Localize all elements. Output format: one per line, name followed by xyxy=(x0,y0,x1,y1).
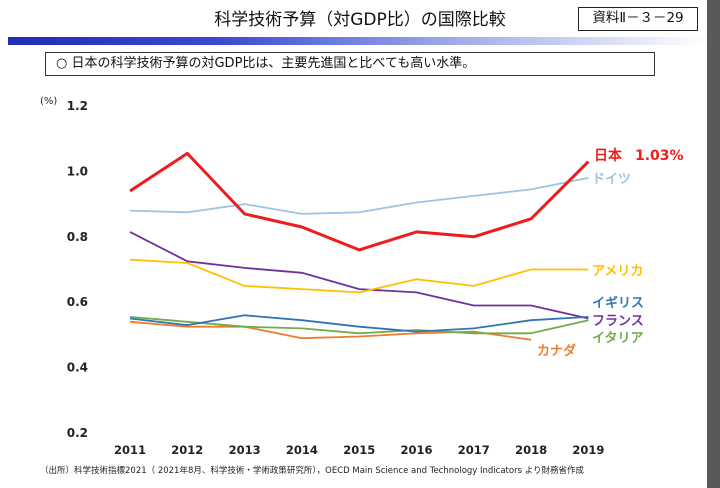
source-note: （出所）科学技術指標2021（ 2021年8月、科学技術・学術政策研究所），OE… xyxy=(40,466,585,476)
y-tick-label: 0.8 xyxy=(67,230,88,244)
series-line-4 xyxy=(129,231,589,320)
series-line-5 xyxy=(129,316,589,335)
x-tick-label: 2018 xyxy=(515,443,547,457)
series-lines xyxy=(129,151,590,341)
series-label: イギリス xyxy=(592,295,644,311)
page-title: 科学技術予算（対GDP比）の国際比較 xyxy=(214,10,506,30)
series-label: 日本 xyxy=(594,147,623,164)
series-label: イタリア xyxy=(592,331,643,346)
y-tick-label: 1.2 xyxy=(67,99,88,113)
series-line-2 xyxy=(129,258,589,294)
y-axis-ticks: 0.2 0.4 0.6 0.8 1.0 1.2 xyxy=(67,99,88,440)
x-axis-ticks: 2011 2012 2013 2014 2015 2016 2017 2018 2019 xyxy=(114,443,604,457)
y-tick-label: 0.2 xyxy=(67,426,88,440)
x-tick-label: 2017 xyxy=(458,443,490,457)
title-underline xyxy=(8,37,707,45)
series-line-3 xyxy=(129,314,589,333)
line-chart: (%) 0.20.40.60.81.01.2 2011 2012 2013 2014 2… xyxy=(40,96,684,457)
summary-text: 日本の科学技術予算の対GDP比は、主要先進国と比べても高い水準。 xyxy=(71,56,476,71)
y-tick-label: 0.4 xyxy=(67,361,88,375)
y-tick-label: 1.0 xyxy=(67,164,88,178)
series-label: フランス xyxy=(592,314,644,329)
x-tick-label: 2013 xyxy=(229,443,261,457)
x-tick-label: 2015 xyxy=(343,443,375,457)
japan-value-label: 1.03% xyxy=(635,148,684,164)
series-label: ドイツ xyxy=(592,172,631,187)
x-tick-label: 2011 xyxy=(114,443,146,457)
summary-box: ○ 日本の科学技術予算の対GDP比は、主要先進国と比べても高い水準。 xyxy=(45,52,655,76)
series-label: カナダ xyxy=(537,343,576,359)
x-tick-label: 2014 xyxy=(286,443,318,457)
x-tick-label: 2016 xyxy=(400,443,432,457)
x-tick-label: 2012 xyxy=(171,443,203,457)
series-line-0 xyxy=(129,151,590,252)
y-tick-label: 0.6 xyxy=(67,295,88,309)
series-line-1 xyxy=(129,177,589,215)
bullet-icon: ○ xyxy=(56,56,68,71)
y-axis-unit-label: (%) xyxy=(40,96,57,107)
document-id-badge: 資料Ⅱ－３－29 xyxy=(578,7,698,31)
x-tick-label: 2019 xyxy=(572,443,604,457)
series-label: アメリカ xyxy=(592,264,643,279)
